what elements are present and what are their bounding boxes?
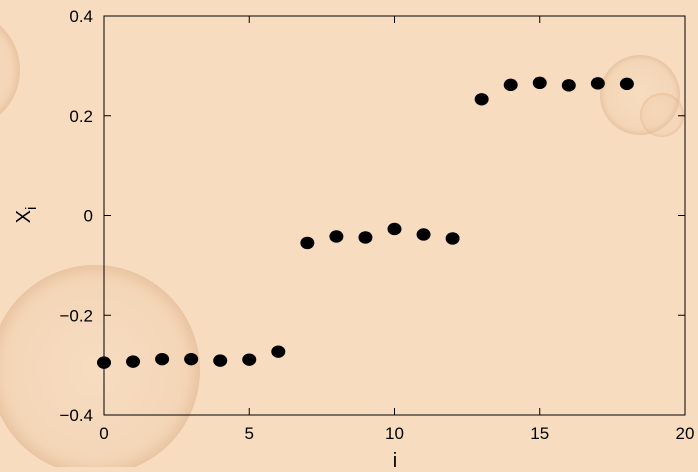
data-point <box>184 352 199 366</box>
data-point <box>503 78 518 92</box>
data-point <box>590 77 605 90</box>
y-axis-label: Xi <box>13 207 40 224</box>
data-point <box>619 77 634 91</box>
y-tick-label: 0 <box>84 207 93 226</box>
coffee-stain-top-left <box>0 25 20 115</box>
data-point <box>387 222 402 236</box>
data-points <box>97 76 634 369</box>
background-stains <box>0 25 684 472</box>
x-axis-tick-labels: 0 5 10 15 20 <box>99 424 694 443</box>
x-tick-label: 0 <box>99 424 108 443</box>
data-point <box>242 353 257 366</box>
data-point <box>445 232 460 245</box>
y-tick-label: 0.4 <box>69 7 93 26</box>
data-point <box>532 76 547 90</box>
y-tick-label: −0.2 <box>59 306 93 325</box>
data-point <box>561 79 576 92</box>
y-axis-label-main: X <box>13 210 35 223</box>
x-tick-label: 5 <box>245 424 254 443</box>
y-tick-label: 0.2 <box>69 107 93 126</box>
data-point <box>300 236 315 250</box>
x-tick-label: 20 <box>676 424 695 443</box>
y-axis-tick-labels: −0.4 −0.2 0 0.2 0.4 <box>59 7 93 425</box>
data-point <box>329 230 344 243</box>
data-point <box>126 355 141 368</box>
data-point <box>271 345 286 358</box>
y-axis-ticks <box>104 15 685 416</box>
data-point <box>416 228 431 241</box>
data-point <box>358 231 373 244</box>
y-tick-label: −0.4 <box>59 406 93 425</box>
coffee-stain-small-right <box>640 93 684 137</box>
coffee-stain-bottom-left <box>0 265 200 472</box>
data-point <box>213 354 228 367</box>
x-axis-label: i <box>393 450 397 467</box>
data-point <box>155 352 170 366</box>
data-point <box>97 356 111 369</box>
data-point <box>474 93 489 106</box>
x-tick-label: 15 <box>530 424 549 443</box>
x-tick-label: 10 <box>385 424 404 443</box>
y-axis-label-subscript: i <box>23 207 40 210</box>
x-axis-ticks <box>103 16 686 415</box>
